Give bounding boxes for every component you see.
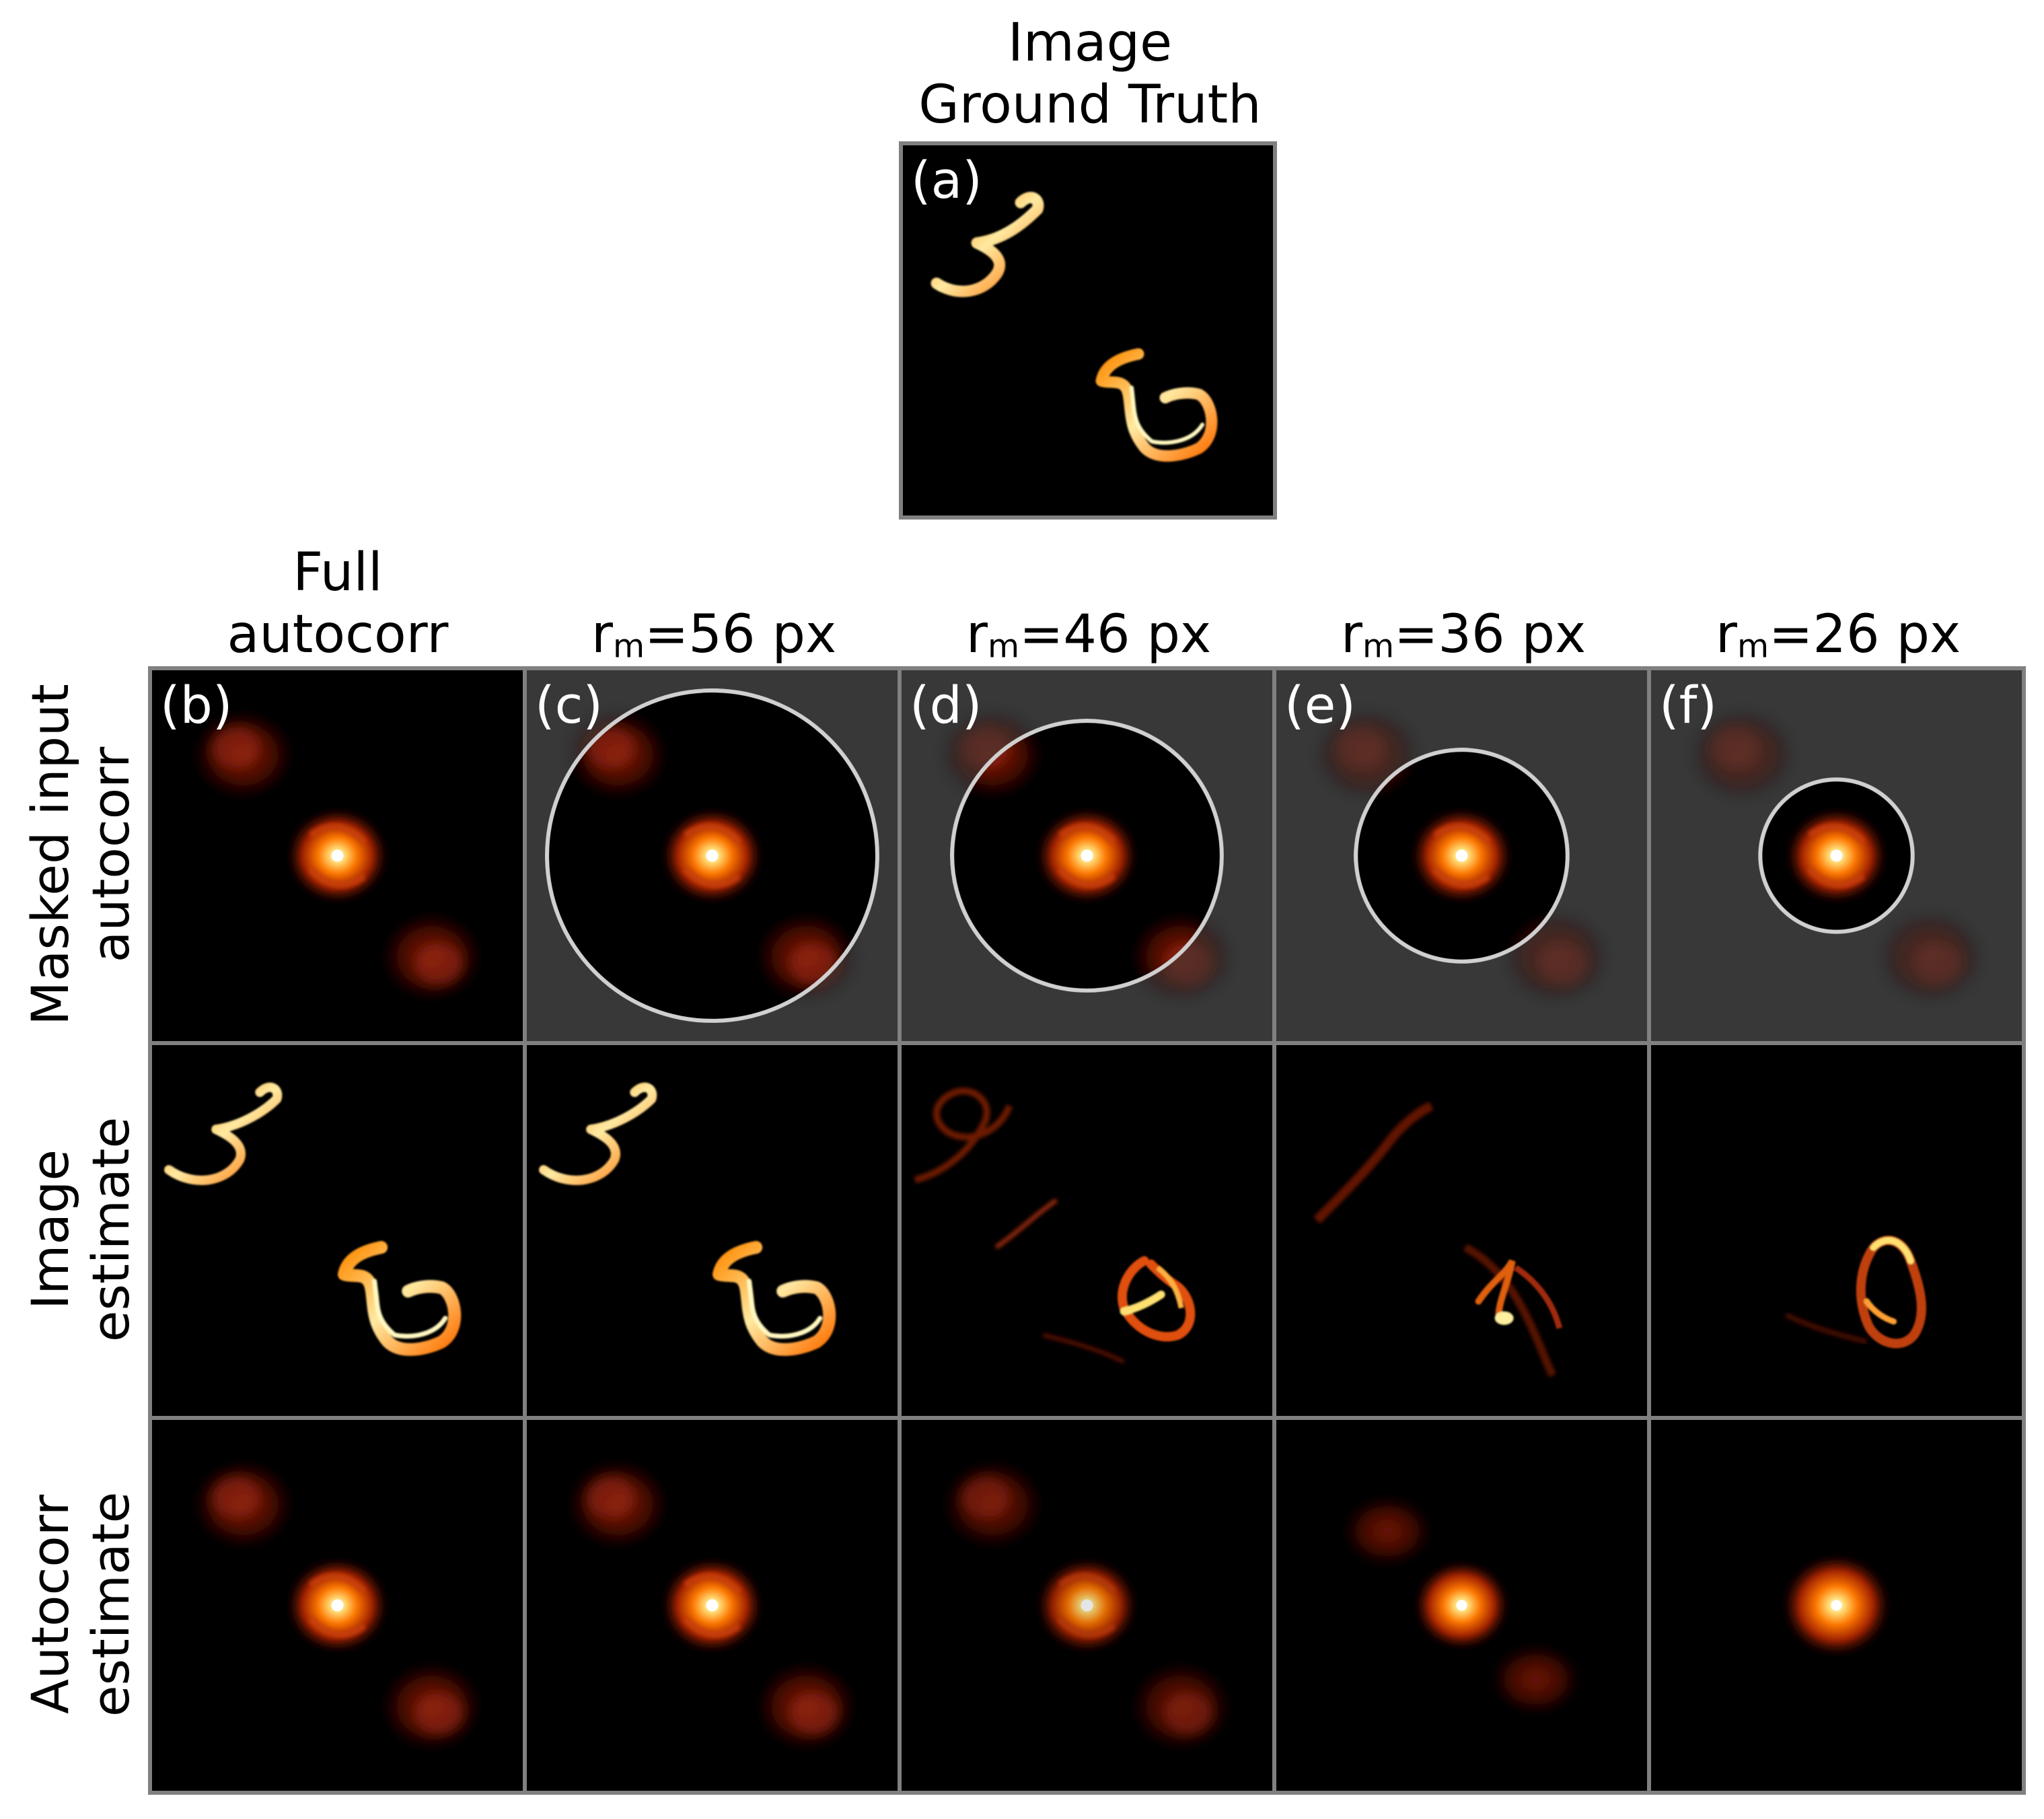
panel-label: (c) xyxy=(535,675,604,735)
masked-autocorr-image xyxy=(902,670,1272,1041)
image-estimate-render xyxy=(539,1082,836,1356)
column-title-sub: m xyxy=(987,627,1020,666)
column-title-rm26: rm=26 px xyxy=(1650,604,2027,677)
mask-circle xyxy=(545,688,879,1023)
column-title-rm36: rm=36 px xyxy=(1275,604,1652,677)
row-label-line2: estimate xyxy=(81,1491,141,1717)
image-estimate-render xyxy=(1313,1101,1563,1378)
image-estimate-rm46 xyxy=(898,1041,1276,1420)
panel-label: (e) xyxy=(1284,675,1356,735)
mask-circle xyxy=(1758,777,1915,934)
image-estimate-render xyxy=(164,1082,462,1356)
ground-truth-title: Image Ground Truth xyxy=(898,12,1282,136)
ground-truth-title-line2: Ground Truth xyxy=(918,75,1262,135)
panel-label: (a) xyxy=(911,150,982,210)
panel-e-masked-input: (e) xyxy=(1272,666,1651,1045)
autocorr-estimate-full xyxy=(148,1416,527,1795)
image-estimate-rm26 xyxy=(1647,1041,2026,1420)
row-label-masked-input: Masked input autocorr xyxy=(20,666,141,1043)
row-label-line1: Image xyxy=(20,1149,80,1310)
panel-label: (b) xyxy=(160,675,233,735)
ground-truth-image xyxy=(930,192,1218,462)
image-estimate-render xyxy=(1784,1236,1926,1349)
column-title-var: r xyxy=(1340,604,1362,665)
image-estimate-rm36 xyxy=(1272,1041,1651,1420)
column-title-rest: =26 px xyxy=(1769,604,1961,665)
column-title-full-line2: autocorr xyxy=(227,604,449,665)
image-estimate-full xyxy=(148,1041,527,1420)
masked-autocorr-image xyxy=(1651,670,2022,1041)
column-title-var: r xyxy=(1715,604,1737,665)
autocorr-estimate-rm26 xyxy=(1647,1416,2026,1795)
column-title-rm56: rm=56 px xyxy=(525,604,902,677)
column-title-sub: m xyxy=(1737,627,1769,666)
autocorr-estimate-rm46 xyxy=(898,1416,1276,1795)
row-label-autocorr-estimate: Autocorr estimate xyxy=(20,1416,141,1793)
row-label-line2: autocorr xyxy=(81,746,141,963)
masked-autocorr-image xyxy=(1276,670,1647,1041)
column-title-var: r xyxy=(591,604,613,665)
panel-label: (d) xyxy=(910,675,982,735)
mask-circle xyxy=(950,719,1224,993)
column-title-sub: m xyxy=(1362,627,1395,666)
masked-autocorr-image xyxy=(545,688,879,1023)
autocorr-estimate-render xyxy=(902,1420,1272,1791)
column-title-sub: m xyxy=(612,627,645,666)
column-title-rm46: rm=46 px xyxy=(900,604,1277,677)
autocorr-estimate-render xyxy=(1779,1551,1894,1660)
row-label-image-estimate: Image estimate xyxy=(20,1041,141,1418)
panel-b-masked-input: (b) xyxy=(148,666,527,1045)
column-title-full-line1: Full xyxy=(293,542,383,603)
column-title-rest: =36 px xyxy=(1394,604,1586,665)
image-estimate-render xyxy=(914,1087,1196,1364)
row-label-line1: Masked input xyxy=(20,684,80,1026)
panel-f-masked-input: (f) xyxy=(1647,666,2026,1045)
panel-c-masked-input: (c) xyxy=(523,666,902,1045)
row-label-line1: Autocorr xyxy=(20,1495,80,1714)
row-label-line2: estimate xyxy=(81,1116,141,1343)
column-title-rest: =56 px xyxy=(645,604,837,665)
panel-a-ground-truth: (a) xyxy=(899,141,1277,520)
image-estimate-rm56 xyxy=(523,1041,902,1420)
autocorr-estimate-render xyxy=(152,1420,523,1791)
autocorr-estimate-rm56 xyxy=(523,1416,902,1795)
column-title-full: Full autocorr xyxy=(149,542,526,666)
autocorr-estimate-render xyxy=(527,1420,898,1791)
panel-d-masked-input: (d) xyxy=(898,666,1276,1045)
autocorr-estimate-rm36 xyxy=(1272,1416,1651,1795)
ground-truth-title-line1: Image xyxy=(1007,13,1173,73)
panel-label: (f) xyxy=(1659,675,1718,735)
autocorr-estimate-render xyxy=(1340,1494,1583,1717)
column-title-rest: =46 px xyxy=(1019,604,1212,665)
column-title-var: r xyxy=(965,604,988,665)
mask-circle xyxy=(1354,748,1570,964)
